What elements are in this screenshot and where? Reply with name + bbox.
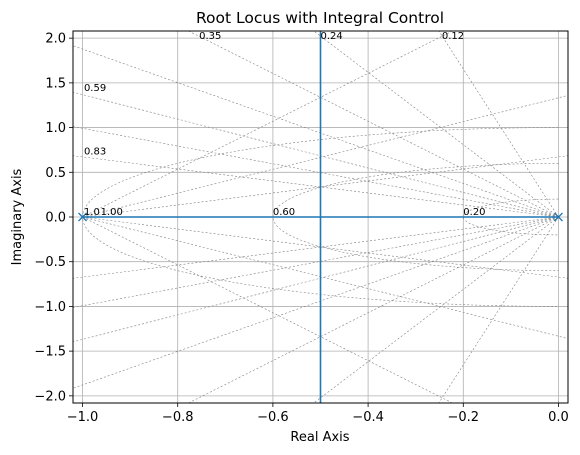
x-axis-label: Real Axis — [290, 430, 349, 445]
pole-marker — [554, 212, 563, 222]
y-axis-label: Imaginary Axis — [10, 168, 25, 265]
damping-ray — [82, 216, 454, 403]
damping-ray — [73, 216, 559, 308]
damping-ray — [82, 216, 568, 339]
damping-ray — [438, 31, 559, 218]
grid-annotation: 0.12 — [442, 31, 464, 42]
damping-ray — [313, 31, 559, 218]
x-axis-ticks: −1.0 −0.8 −0.6 −0.4 −0.2 0.0 — [67, 403, 569, 425]
damping-ray — [187, 31, 559, 218]
y-tick-label: −0.5 — [34, 255, 66, 270]
y-tick-label: 0.0 — [45, 211, 66, 226]
grid-annotation: 1.0 — [84, 207, 100, 218]
damping-ray — [73, 216, 559, 343]
y-axis-ticks: −2.0 −1.5 −1.0 −0.5 0.0 0.5 1.0 1.5 2.0 — [34, 32, 73, 404]
x-tick-label: −0.8 — [162, 410, 194, 425]
damping-ray — [82, 31, 454, 218]
x-tick-label: −0.2 — [447, 410, 479, 425]
x-tick-label: −0.6 — [257, 410, 289, 425]
damping-ray — [187, 216, 559, 403]
grid-annotation: 0.20 — [463, 207, 485, 218]
damping-ray — [82, 95, 568, 218]
locus-series — [82, 31, 559, 403]
grid-annotation: 0.83 — [84, 146, 106, 157]
grid-annotation: 0.60 — [273, 207, 295, 218]
damping-ray — [73, 91, 559, 218]
y-tick-label: −2.0 — [34, 389, 66, 404]
x-tick-label: −0.4 — [352, 410, 384, 425]
grid-annotation: 1.00 — [101, 207, 123, 218]
y-tick-label: 1.5 — [45, 76, 66, 91]
pole-markers — [78, 212, 563, 222]
pole-marker — [78, 212, 87, 222]
grid-annotation: 0.59 — [84, 83, 106, 94]
damping-ray — [73, 126, 559, 218]
y-tick-label: 1.0 — [45, 121, 66, 136]
grid-annotation: 0.24 — [321, 31, 343, 42]
damping-ray — [73, 45, 559, 218]
y-tick-label: −1.5 — [34, 345, 66, 360]
chart-title: Root Locus with Integral Control — [196, 9, 444, 27]
annotations: 0.35 0.24 0.12 0.59 0.83 1.001.0 0.60 0.20 — [84, 31, 486, 218]
x-tick-label: 0.0 — [548, 410, 569, 425]
y-tick-label: 0.5 — [45, 166, 66, 181]
x-tick-label: −1.0 — [67, 410, 99, 425]
damping-ray — [73, 216, 559, 279]
damping-ray — [438, 216, 559, 403]
grid-annotation: 0.35 — [199, 31, 221, 42]
y-tick-label: 2.0 — [45, 32, 66, 47]
y-tick-label: −1.0 — [34, 300, 66, 315]
